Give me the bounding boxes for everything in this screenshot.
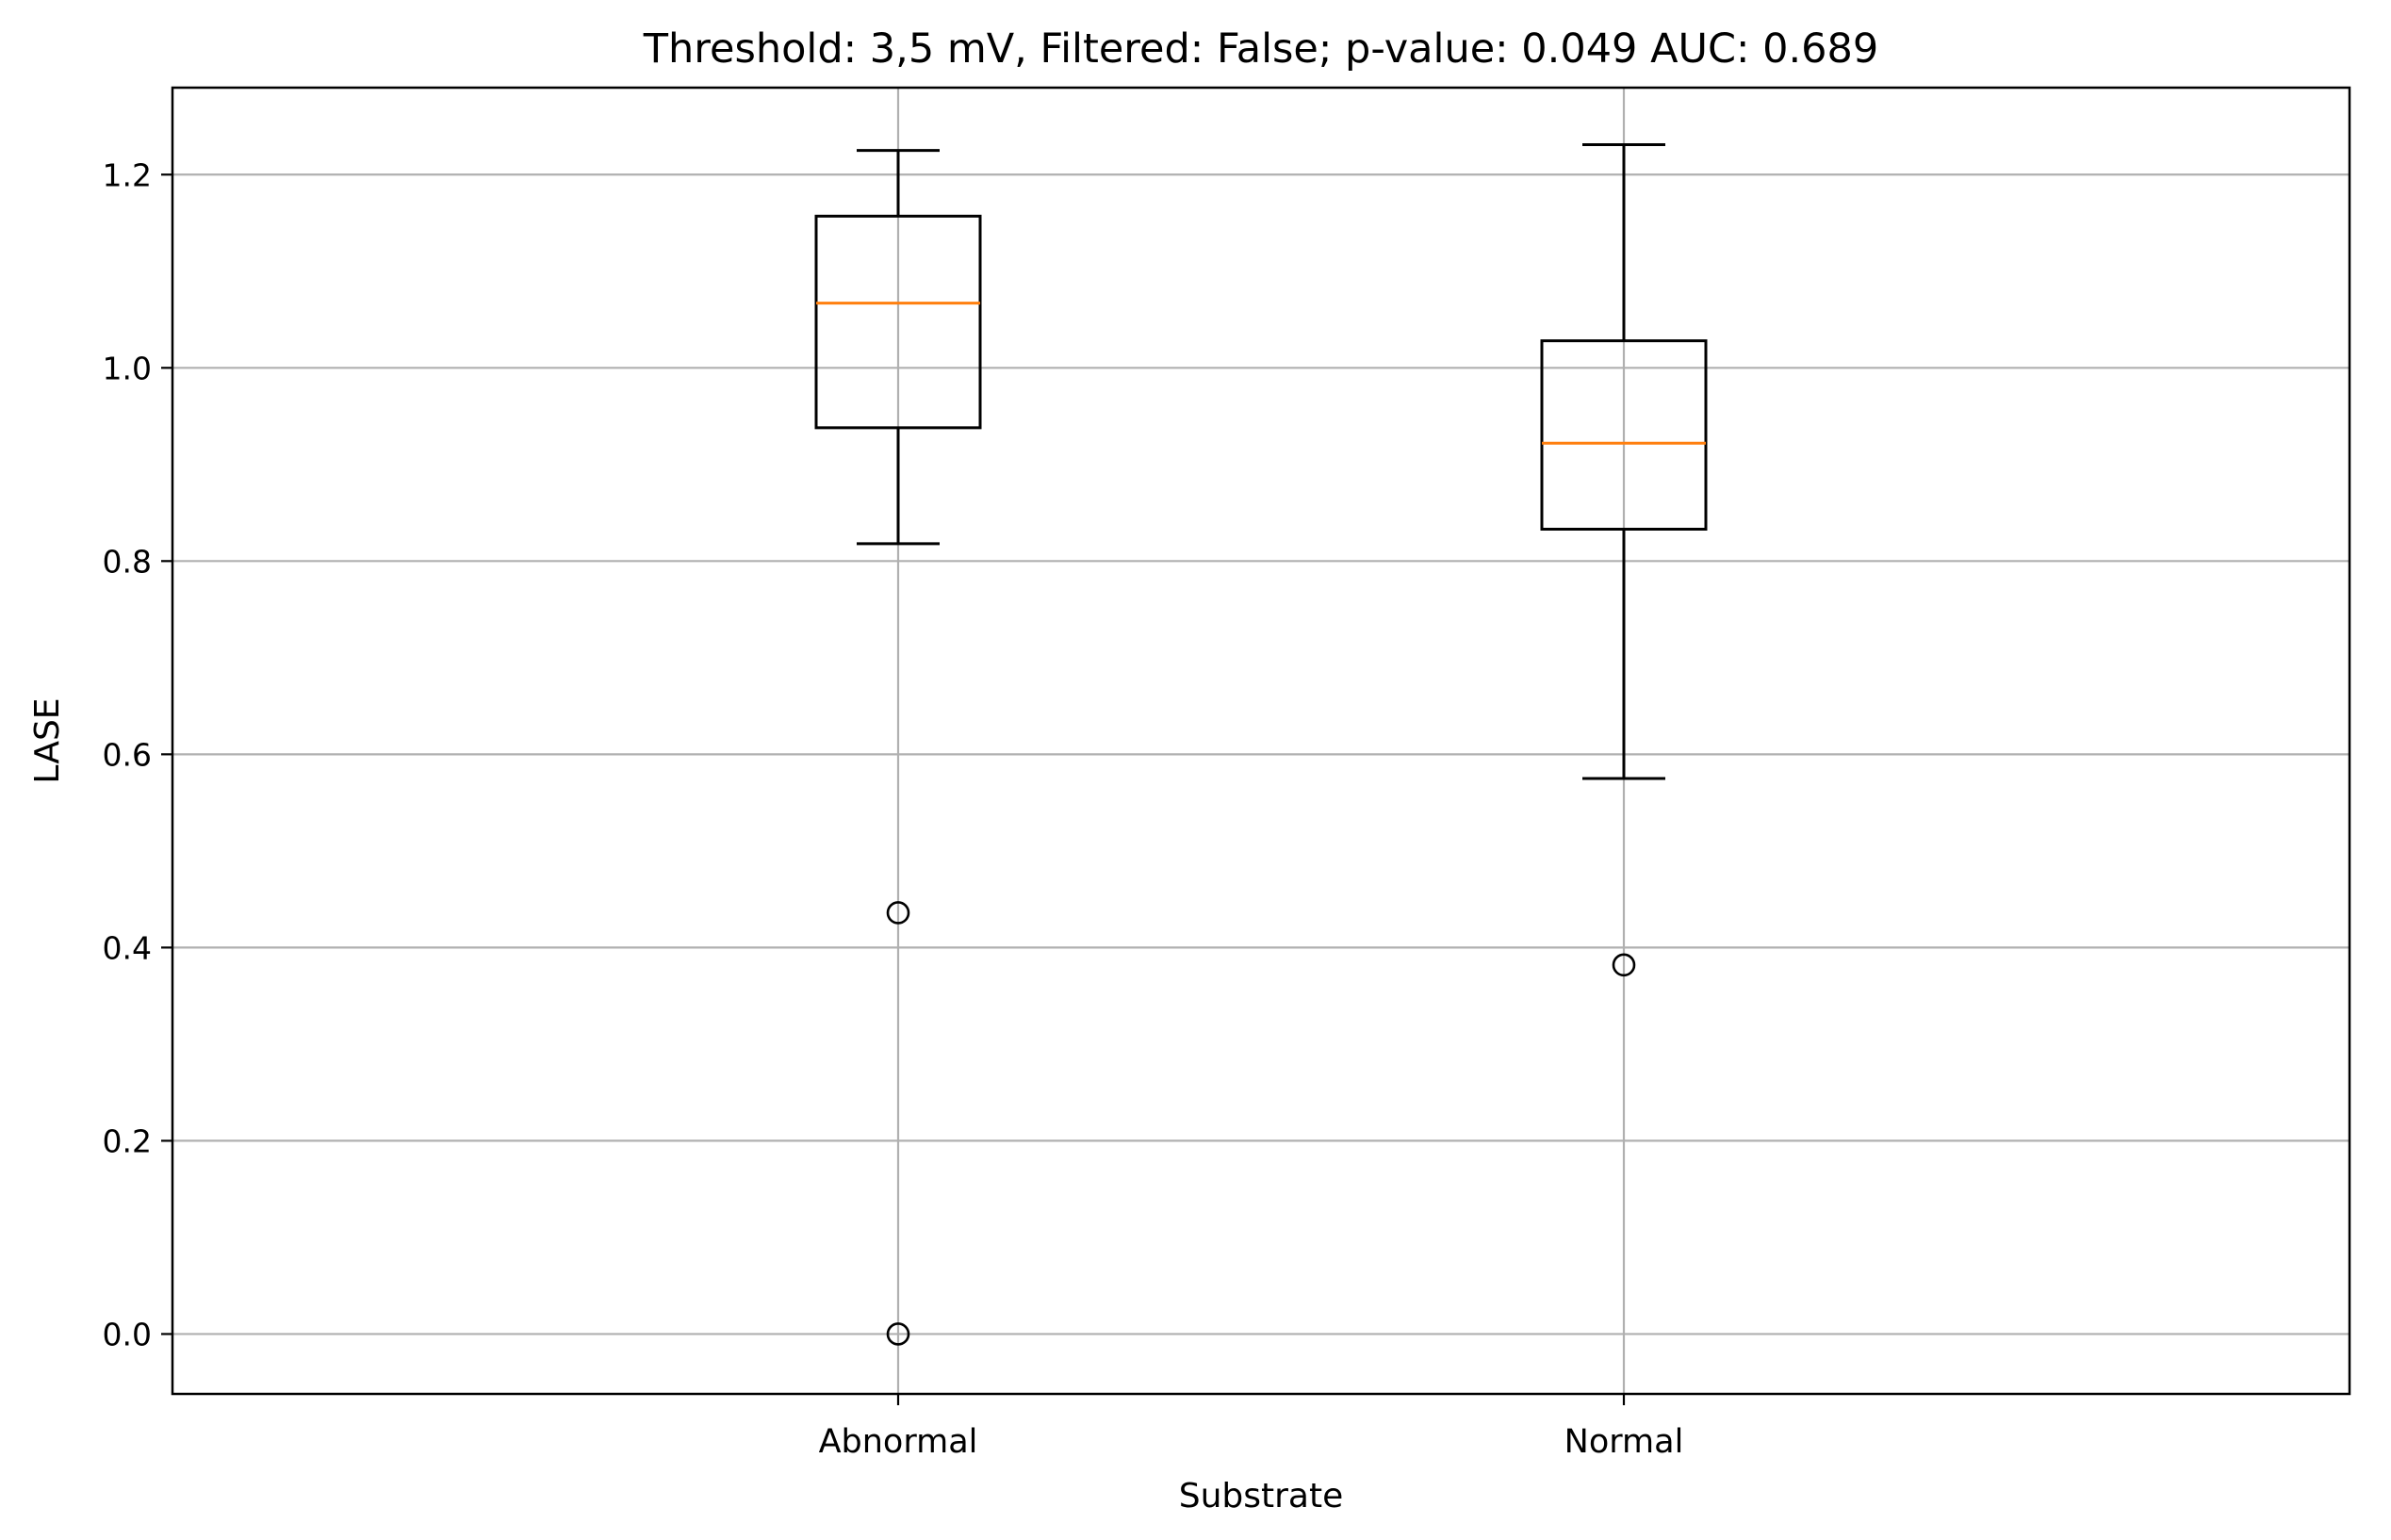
x-axis-label: Substrate [1179,1477,1344,1515]
x-tick-label: Normal [1564,1423,1684,1461]
iqr-box [814,214,982,430]
grid-lines [172,88,2350,1394]
y-axis-label: LASE [28,697,67,783]
y-tick-label: 1.0 [103,350,152,386]
box-plots [814,142,1708,1346]
x-tick-label: Abnormal [819,1423,978,1461]
y-tick-label: 0.4 [103,929,152,966]
box-normal [1540,142,1708,977]
y-tick-label: 1.2 [103,156,152,193]
iqr-box [1540,339,1708,531]
chart-title: Threshold: 3,5 mV, Filtered: False; p-va… [643,25,1879,73]
y-tick-label: 0.0 [103,1316,152,1352]
box-abnormal [814,149,982,1346]
outlier-point [886,1322,910,1346]
y-tick-label: 0.8 [103,543,152,580]
y-tick-label: 0.2 [103,1122,152,1159]
plot-frame [171,86,2351,1396]
outlier-point [1612,953,1636,977]
axes: 0.0 0.2 0.4 0.6 0.8 1.0 1.2 Abnormal Normal [103,156,1684,1461]
outlier-point [886,901,910,925]
y-tick-label: 0.6 [103,736,152,773]
